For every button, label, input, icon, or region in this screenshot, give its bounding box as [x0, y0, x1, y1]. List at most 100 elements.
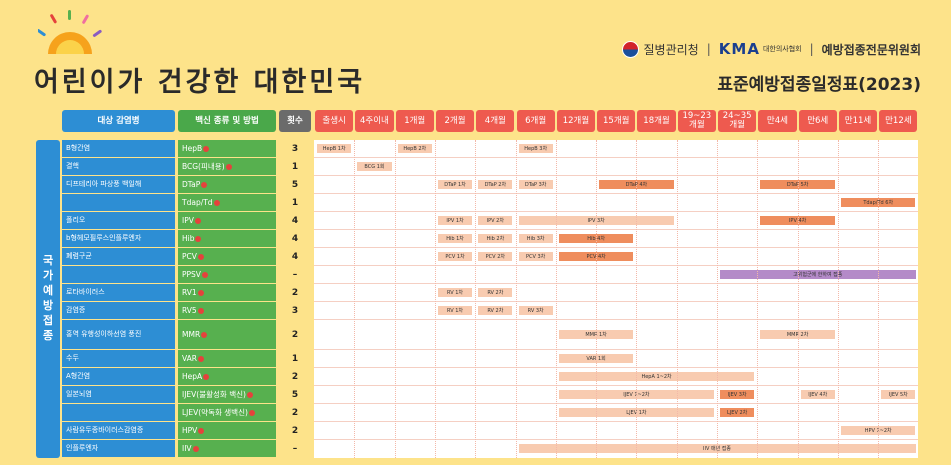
schedule-bar: PCV 2차: [478, 252, 513, 261]
header: 어린이가 건강한 대한민국 질병관리청 | KMA 대한의사협회 | 예방접종전…: [0, 0, 951, 110]
grid-row-divider: [314, 265, 918, 266]
dose-count-cell: 4: [279, 248, 311, 265]
grid-column-divider: [878, 140, 880, 458]
grid-column-divider: [515, 140, 517, 458]
kdca-logo-icon: [621, 40, 639, 58]
footnote-marker-icon: [248, 409, 255, 416]
col-header-age: 12개월: [556, 110, 596, 132]
org-kma-logo: KMA: [718, 40, 760, 58]
org-separator: |: [706, 42, 711, 56]
vaccine-cell: IPV: [178, 212, 276, 229]
group-label-char: 접: [42, 313, 54, 327]
grid-column-divider: [354, 140, 356, 458]
dose-count-cell: 2: [279, 404, 311, 421]
group-label-char: 예: [42, 284, 54, 298]
disease-cell: 결핵: [62, 158, 175, 175]
schedule-bar: HepA 1~2차: [558, 372, 755, 381]
vaccine-cell: HepA: [178, 368, 276, 385]
dose-count-cell: 2: [279, 368, 311, 385]
group-label-char: 방: [42, 299, 54, 312]
dose-count-cell: 3: [279, 140, 311, 157]
grid-column-divider: [837, 140, 839, 458]
grid-row-divider: [314, 319, 918, 320]
grid-row-divider: [314, 175, 918, 176]
grid-column-divider: [434, 140, 436, 458]
footnote-marker-icon: [213, 199, 220, 206]
vaccine-cell: BCG(피내용): [178, 158, 276, 175]
grid-column-divider: [596, 140, 598, 458]
grid-column-divider: [797, 140, 799, 458]
schedule-bar: Hib 3차: [518, 234, 553, 243]
schedule-bar: PCV 3차: [518, 252, 553, 261]
sun-logo-icon: [38, 10, 102, 54]
group-label-char: 국: [42, 254, 54, 268]
grid-row-divider: [314, 421, 918, 422]
disease-cell: [62, 194, 175, 211]
dose-count-cell: 4: [279, 230, 311, 247]
schedule-bar: LJEV 2차: [720, 408, 755, 417]
disease-cell: 폐렴구균: [62, 248, 175, 265]
col-header-age: 4주이내: [355, 110, 394, 132]
vaccine-cell: PPSV: [178, 266, 276, 283]
page-subtitle: 표준예방접종일정표(2023): [717, 75, 921, 95]
footnote-marker-icon: [192, 445, 199, 452]
disease-cell: 폴리오: [62, 212, 175, 229]
organization-bar: 질병관리청 | KMA 대한의사협회 | 예방접종전문위원회: [621, 40, 921, 58]
group-label-char: 종: [42, 328, 54, 342]
dose-count-cell: 5: [279, 386, 311, 403]
schedule-bar: Hib 2차: [478, 234, 513, 243]
dose-count-cell: 2: [279, 284, 311, 301]
footnote-marker-icon: [198, 427, 205, 434]
col-header-age: 4개월: [476, 110, 515, 132]
grid-row-divider: [314, 403, 918, 404]
vaccine-cell: RV1: [178, 284, 276, 301]
footnote-marker-icon: [201, 271, 208, 278]
footnote-marker-icon: [225, 163, 232, 170]
grid-row-divider: [314, 283, 918, 284]
grid-row-divider: [314, 229, 918, 230]
vaccine-cell: LJEV(약독화 생백신): [178, 404, 276, 421]
main-title: 어린이가 건강한 대한민국: [34, 67, 366, 98]
vaccine-cell: IIV: [178, 440, 276, 457]
org-kma-sub: 대한의사협회: [762, 45, 802, 53]
footnote-marker-icon: [203, 373, 210, 380]
grid-row-divider: [314, 367, 918, 368]
schedule-bar: IJEV 4차: [800, 390, 835, 399]
col-header-age: 2개월: [435, 110, 475, 132]
footnote-marker-icon: [194, 217, 201, 224]
col-header-age: 만6세: [798, 110, 837, 132]
col-header-age: 만4세: [758, 110, 797, 132]
schedule-bar: DTaP 1차: [437, 180, 473, 189]
footnote-marker-icon: [198, 355, 204, 362]
schedule-bar: BCG 1회: [357, 162, 392, 171]
schedule-bar: HepB 1차: [317, 144, 352, 153]
col-header-age: 19~23 개월: [677, 110, 716, 132]
grid-row-divider: [314, 247, 918, 248]
grid-column-divider: [475, 140, 477, 458]
footnote-marker-icon: [197, 289, 204, 296]
disease-cell: 디프테리아 파상풍 백일해: [62, 176, 175, 193]
col-header-age: 18개월: [637, 110, 676, 132]
schedule-bar: IJEV 5차: [881, 390, 916, 399]
disease-cell: 일본뇌염: [62, 386, 175, 403]
disease-cell: A형간염: [62, 368, 175, 385]
schedule-bar: IJEV 3차: [720, 390, 755, 399]
dose-count-cell: 3: [279, 302, 311, 319]
dose-count-cell: –: [279, 266, 311, 283]
dose-count-cell: 1: [279, 350, 311, 367]
schedule-bar: IPV 1차: [437, 216, 473, 225]
dose-count-cell: 4: [279, 212, 311, 229]
dose-count-cell: 2: [279, 320, 311, 349]
vaccine-cell: HPV: [178, 422, 276, 439]
disease-cell: [62, 404, 175, 421]
schedule-bar: RV 2차: [478, 288, 513, 297]
disease-cell: 로타바이러스: [62, 284, 175, 301]
col-header-age: 출생시: [315, 110, 354, 132]
col-header-age: 만11세: [838, 110, 878, 132]
schedule-bar: HepB 3차: [518, 144, 553, 153]
schedule-bar: DTaP 2차: [478, 180, 513, 189]
schedule-bar: PCV 1차: [437, 252, 473, 261]
grid-row-divider: [314, 385, 918, 386]
